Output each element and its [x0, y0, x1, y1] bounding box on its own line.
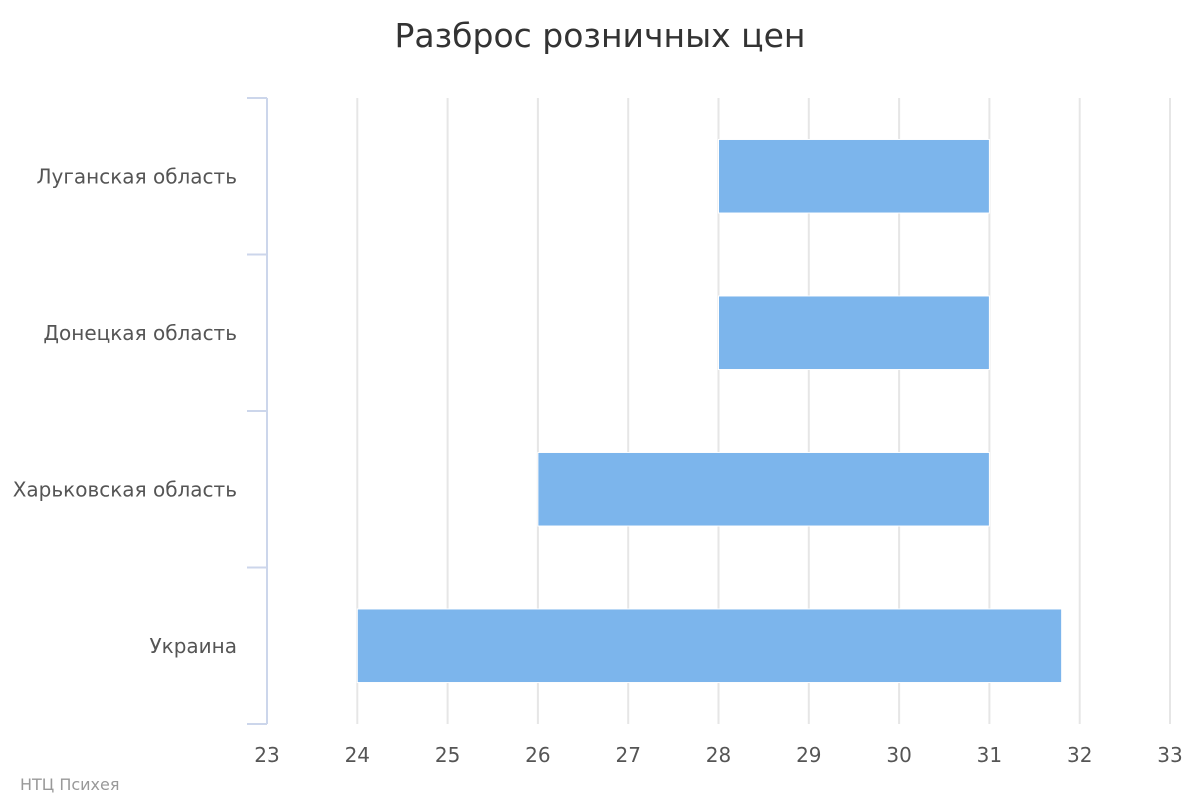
x-tick-label: 23	[254, 743, 279, 767]
category-label: Луганская область	[37, 164, 237, 188]
category-label: Донецкая область	[43, 321, 237, 345]
x-tick-label: 27	[615, 743, 640, 767]
bar[interactable]	[719, 296, 990, 370]
category-axis	[247, 98, 267, 724]
x-tick-label: 24	[345, 743, 370, 767]
chart-title: Разброс розничных цен	[395, 16, 806, 55]
x-tick-label: 31	[977, 743, 1002, 767]
category-label: Украина	[149, 634, 237, 658]
bar-series	[357, 139, 1061, 682]
x-tick-labels: 23 24 25 26 27 28 29 30 31 32 33	[254, 743, 1182, 767]
chart-credit: НТЦ Психея	[20, 775, 119, 794]
bar[interactable]	[357, 609, 1061, 683]
x-tick-label: 32	[1067, 743, 1092, 767]
x-tick-label: 29	[796, 743, 821, 767]
bar[interactable]	[538, 452, 990, 526]
category-labels: Луганская область Донецкая область Харьков…	[13, 164, 237, 658]
bar[interactable]	[719, 139, 990, 213]
x-tick-label: 26	[525, 743, 550, 767]
x-tick-label: 33	[1157, 743, 1182, 767]
x-tick-label: 25	[435, 743, 460, 767]
x-tick-label: 30	[886, 743, 911, 767]
x-tick-label: 28	[706, 743, 731, 767]
category-label: Харьковская область	[13, 477, 237, 501]
